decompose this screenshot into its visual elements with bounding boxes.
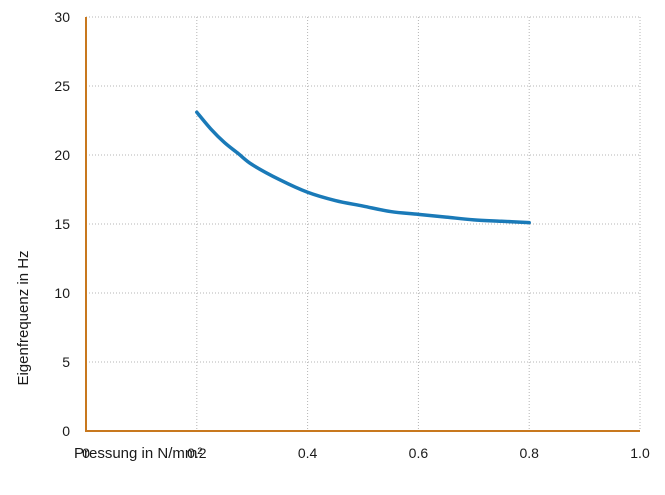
x-tick-label: 1.0 [630,445,650,461]
axes [85,17,640,432]
x-tick-label: 0.8 [519,445,539,461]
y-tick-label: 25 [54,78,70,94]
plot-area [195,110,531,225]
y-tick-label: 30 [54,9,70,25]
x-tick-label: 0.4 [298,445,318,461]
y-tick-label: 20 [54,147,70,163]
y-tick-label: 10 [54,285,70,301]
x-tick-label: 0.6 [409,445,429,461]
x-tick-label: 0.2 [187,445,207,461]
series-line [195,110,531,225]
y-axis-label: Eigenfrequenz in Hz [15,250,32,385]
grid [86,16,641,431]
x-tick-label: 0 [82,445,90,461]
tick-labels: 0 5 10 15 20 25 30 0 0.2 0.4 0.6 0.8 1.0 [54,9,650,461]
y-tick-label: 5 [62,354,70,370]
y-tick-label: 15 [54,216,70,232]
x-axis-label: Pressung in N/mm² [74,445,202,462]
y-tick-label: 0 [62,423,70,439]
